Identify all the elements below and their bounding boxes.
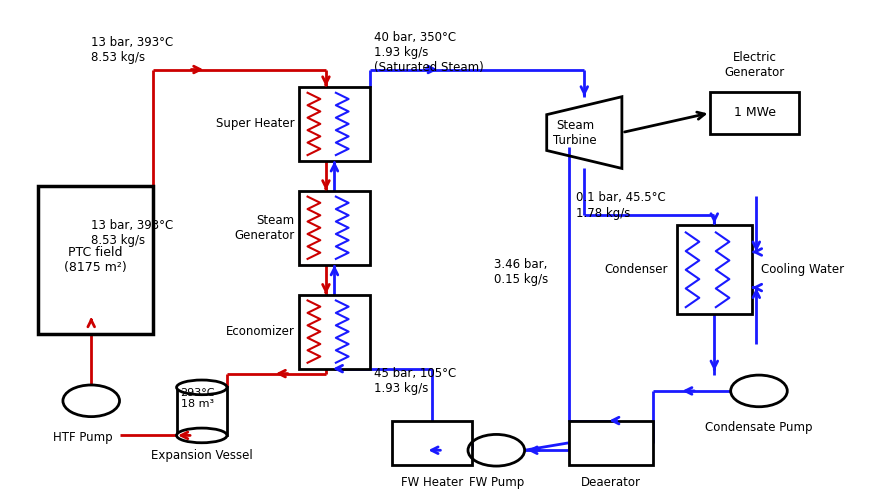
Text: Condenser: Condenser <box>604 264 668 276</box>
Ellipse shape <box>176 428 227 443</box>
FancyBboxPatch shape <box>569 420 653 465</box>
Text: Economizer: Economizer <box>226 325 295 338</box>
FancyBboxPatch shape <box>299 294 370 368</box>
Text: 13 bar, 393°C
8.53 kg/s: 13 bar, 393°C 8.53 kg/s <box>91 36 174 64</box>
Text: 3.46 bar,
0.15 kg/s: 3.46 bar, 0.15 kg/s <box>494 258 548 286</box>
Text: FW Pump: FW Pump <box>469 476 524 489</box>
Text: 293°C
18 m³: 293°C 18 m³ <box>180 388 214 409</box>
FancyBboxPatch shape <box>38 186 153 334</box>
Text: 40 bar, 350°C
1.93 kg/s
(Saturated Steam): 40 bar, 350°C 1.93 kg/s (Saturated Steam… <box>374 30 484 74</box>
Text: 13 bar, 393°C
8.53 kg/s: 13 bar, 393°C 8.53 kg/s <box>91 218 174 246</box>
Text: 45 bar, 105°C
1.93 kg/s: 45 bar, 105°C 1.93 kg/s <box>374 367 457 395</box>
Text: Steam
Generator: Steam Generator <box>234 214 295 242</box>
Text: Super Heater: Super Heater <box>216 118 295 130</box>
Text: Deaerator: Deaerator <box>581 476 641 489</box>
Text: FW Heater: FW Heater <box>400 476 463 489</box>
Text: 0.1 bar, 45.5°C
1.78 kg/s: 0.1 bar, 45.5°C 1.78 kg/s <box>576 192 666 220</box>
Ellipse shape <box>176 380 227 394</box>
Text: Cooling Water: Cooling Water <box>761 264 844 276</box>
Text: Expansion Vessel: Expansion Vessel <box>151 448 253 462</box>
FancyBboxPatch shape <box>392 420 472 465</box>
Text: Electric
Generator: Electric Generator <box>724 52 785 80</box>
Bar <box>176 388 227 436</box>
FancyBboxPatch shape <box>710 92 799 134</box>
FancyBboxPatch shape <box>299 87 370 161</box>
FancyBboxPatch shape <box>676 226 752 314</box>
Text: PTC field
(8175 m²): PTC field (8175 m²) <box>64 246 127 274</box>
Text: Steam
Turbine: Steam Turbine <box>554 118 597 146</box>
Text: HTF Pump: HTF Pump <box>53 432 112 444</box>
Text: Condensate Pump: Condensate Pump <box>705 422 813 434</box>
Text: 1 MWe: 1 MWe <box>733 106 775 120</box>
FancyBboxPatch shape <box>299 190 370 265</box>
